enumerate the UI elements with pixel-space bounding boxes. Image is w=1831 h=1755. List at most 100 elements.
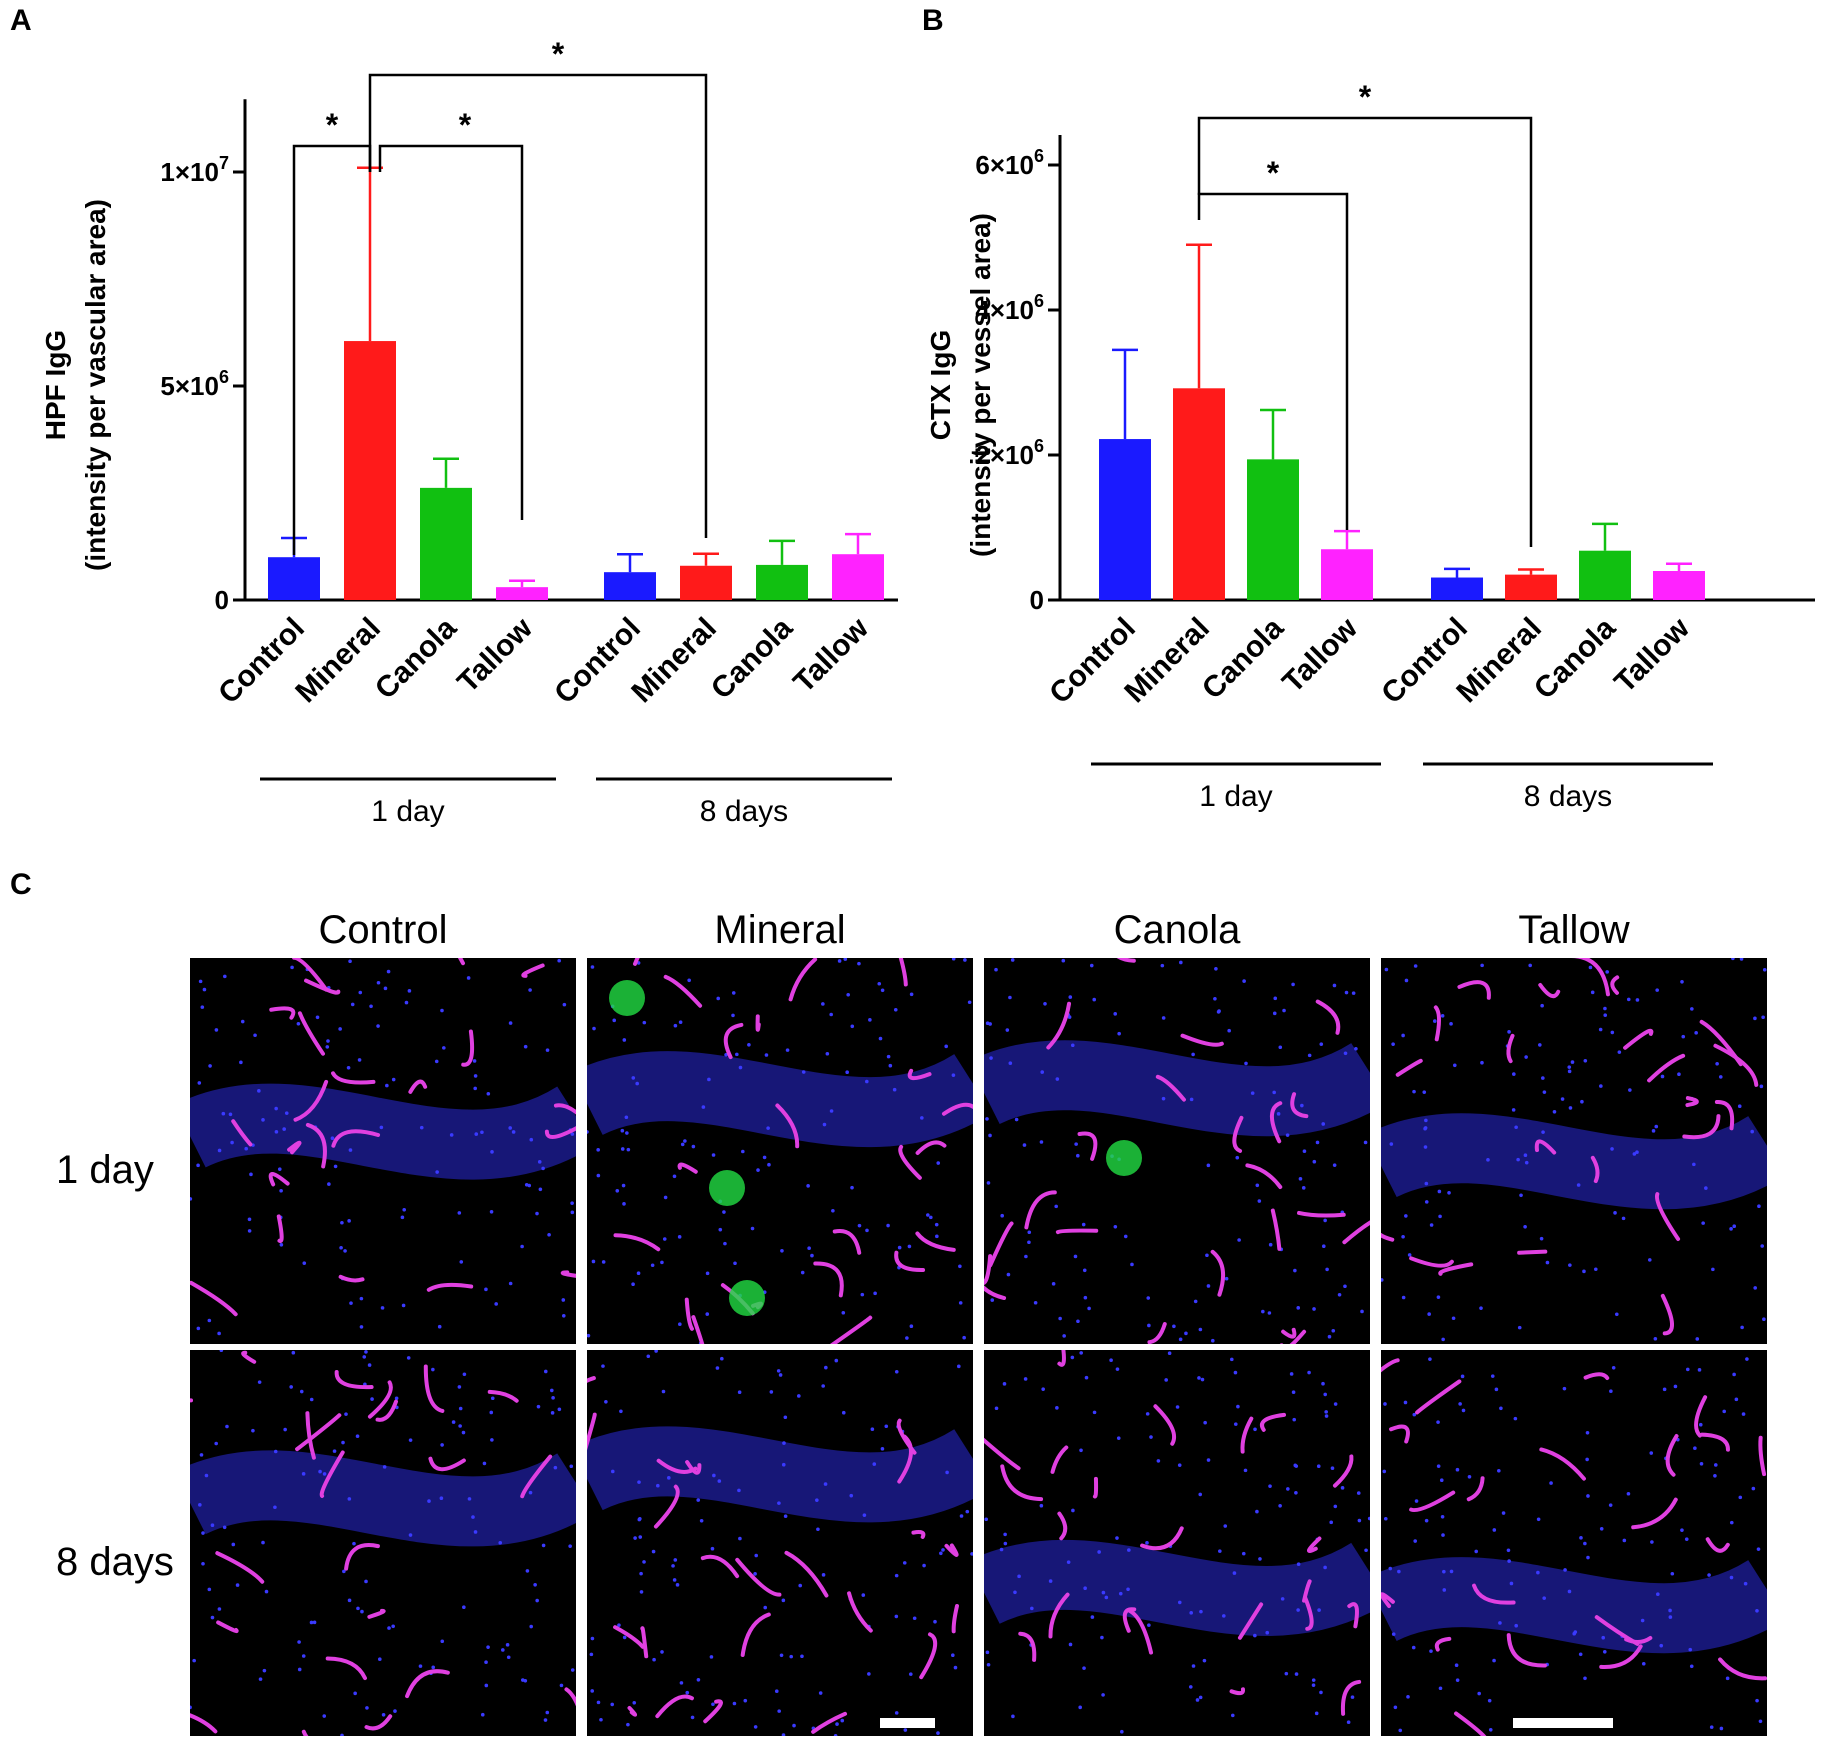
vessel-stroke <box>1050 1445 1069 1474</box>
nucleus-dot <box>631 1282 635 1287</box>
nucleus-dot <box>301 1472 306 1476</box>
nucleus-dot <box>297 1640 301 1644</box>
nucleus-dot <box>570 1210 575 1215</box>
nucleus-dot <box>200 1005 205 1009</box>
nucleus-dot <box>462 1372 467 1377</box>
nucleus-dot <box>690 1715 695 1720</box>
nucleus-dot <box>462 1605 466 1610</box>
nucleus-dot <box>1528 963 1532 968</box>
nucleus-dot <box>381 1713 386 1717</box>
nucleus-dot <box>520 1678 525 1682</box>
nucleus-dot <box>380 1306 385 1310</box>
nucleus-dot <box>1092 997 1097 1002</box>
nuclei-band <box>984 1539 1370 1636</box>
vessel-stroke <box>944 1543 959 1558</box>
vessel-stroke <box>1092 1476 1099 1499</box>
nucleus-dot <box>511 1130 516 1134</box>
nucleus-dot <box>356 1606 360 1611</box>
nucleus-dot <box>680 1142 685 1147</box>
nucleus-dot <box>1356 1491 1361 1495</box>
nucleus-dot <box>651 1549 656 1554</box>
vessel-stroke <box>1623 1028 1654 1050</box>
nucleus-dot <box>1440 1514 1445 1519</box>
nucleus-dot <box>309 1620 314 1625</box>
nucleus-dot <box>766 1126 770 1130</box>
vessel-stroke <box>1699 1432 1730 1452</box>
nucleus-dot <box>1422 1090 1427 1094</box>
nucleus-dot <box>1191 1052 1195 1057</box>
vessel-stroke <box>684 1297 694 1331</box>
nucleus-dot <box>1039 1503 1044 1508</box>
nucleus-dot <box>1738 1495 1743 1500</box>
nucleus-dot <box>1184 1331 1188 1336</box>
nucleus-dot <box>1438 1214 1442 1219</box>
nucleus-dot <box>1145 1412 1150 1416</box>
nuclei-band <box>587 1426 973 1523</box>
nucleus-dot <box>711 1153 716 1157</box>
nucleus-dot <box>1610 1030 1615 1035</box>
vessel-stroke <box>919 1632 938 1680</box>
nucleus-dot <box>764 1053 769 1057</box>
nucleus-dot <box>378 1657 382 1662</box>
nucleus-dot <box>1255 1183 1260 1188</box>
nucleus-dot <box>750 1226 755 1231</box>
vessel-stroke <box>1140 1526 1184 1551</box>
nucleus-dot <box>753 1572 757 1576</box>
nucleus-dot <box>959 1514 964 1518</box>
vessel-stroke <box>1048 1592 1070 1639</box>
nucleus-dot <box>1273 996 1278 1001</box>
nucleus-dot <box>1268 1484 1272 1488</box>
nucleus-dot <box>346 1065 351 1070</box>
vessel-stroke <box>367 1608 386 1619</box>
nucleus-dot <box>1084 1375 1089 1380</box>
bar-mineral <box>1173 388 1225 600</box>
nucleus-dot <box>716 996 721 1001</box>
nucleus-dot <box>789 1654 794 1659</box>
nucleus-dot <box>1412 1412 1417 1417</box>
nucleus-dot <box>1670 1571 1675 1576</box>
nucleus-dot <box>951 1653 955 1658</box>
nucleus-dot <box>1729 1575 1734 1580</box>
nucleus-dot <box>1178 1337 1183 1342</box>
nucleus-dot <box>1506 1548 1511 1553</box>
nucleus-dot <box>1384 967 1389 972</box>
nucleus-dot <box>449 1133 454 1137</box>
nucleus-dot <box>528 1490 533 1495</box>
nucleus-dot <box>823 1482 828 1486</box>
nucleus-dot <box>1258 1557 1262 1561</box>
nucleus-dot <box>1074 1142 1078 1146</box>
nucleus-dot <box>1391 1042 1395 1046</box>
nucleus-dot <box>953 1665 958 1670</box>
nucleus-dot <box>1583 1676 1587 1681</box>
nucleus-dot <box>198 1503 202 1507</box>
nucleus-dot <box>654 1350 658 1353</box>
bar-control <box>268 557 320 600</box>
nucleus-dot <box>1255 1509 1259 1514</box>
nucleus-dot <box>257 1380 262 1384</box>
nucleus-dot <box>1653 1336 1658 1341</box>
nucleus-dot <box>1195 1698 1200 1702</box>
nucleus-dot <box>467 1497 472 1501</box>
nucleus-dot <box>1175 1405 1180 1409</box>
nucleus-dot <box>1172 1324 1176 1329</box>
nucleus-dot <box>756 1168 760 1172</box>
bar-mineral <box>1505 574 1557 600</box>
nucleus-dot <box>474 1132 479 1136</box>
nucleus-dot <box>1404 1214 1408 1218</box>
igg-deposit <box>1106 1140 1142 1176</box>
nucleus-dot <box>1116 1436 1121 1440</box>
nucleus-dot <box>1008 1061 1013 1066</box>
nucleus-dot <box>1655 988 1659 992</box>
nucleus-dot <box>849 1493 854 1498</box>
nucleus-dot <box>720 1356 724 1361</box>
vessel-stroke <box>911 1530 926 1539</box>
nucleus-dot <box>967 1000 972 1005</box>
nucleus-dot <box>1713 1463 1718 1467</box>
nucleus-dot <box>427 1499 431 1503</box>
nucleus-dot <box>1524 1055 1528 1059</box>
y-tick-label: 1×107 <box>160 153 229 187</box>
nucleus-dot <box>1455 1678 1460 1682</box>
vessel-stroke <box>1590 1155 1600 1184</box>
nucleus-dot <box>777 1709 781 1713</box>
y-axis-label-line2: (intensity per vessel area) <box>965 213 996 557</box>
